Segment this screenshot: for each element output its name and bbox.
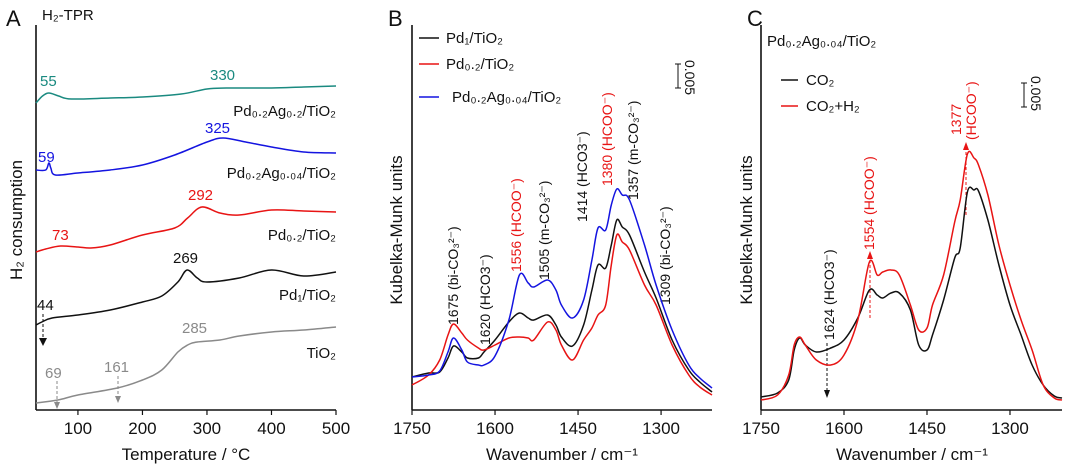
band-label: 1505 (m-CO₃²⁻) — [536, 181, 552, 280]
series-label: Pd₀.₂Ag₀.₀₄/TiO₂ — [227, 165, 336, 182]
peak-label: 285 — [182, 320, 207, 337]
panel-c-ylabel: Kubelka-Munk units — [737, 155, 756, 304]
arrow-head-icon — [115, 396, 121, 403]
series-label: Pd₀.₂Ag₀.₂/TiO₂ — [233, 103, 336, 120]
band-label: 1377 — [948, 104, 964, 135]
band-label: 1380 (HCOO⁻) — [599, 92, 615, 186]
peak-label: 59 — [38, 149, 55, 166]
panel-b: B Wavenumber / cm⁻¹ Kubelka-Munk units P… — [387, 6, 698, 464]
peak-label: 55 — [40, 73, 57, 90]
plot-layer: 100 200 300 400 500 1750 1600 1450 1300 1750 1600 1… — [35, 25, 1063, 438]
band-label: 1675 (bi-CO₃²⁻) — [445, 226, 461, 325]
arrow-head-icon — [867, 251, 873, 259]
band-arrows-c — [824, 142, 969, 398]
band-label: 1624 (HCO3⁻) — [821, 249, 837, 340]
peak-arrows — [39, 314, 121, 409]
band-label: 1414 (HCO3⁻) — [574, 131, 590, 222]
legend-c: CO₂ CO₂+H₂ — [781, 72, 860, 115]
arrow-head-icon — [824, 390, 830, 398]
series-label: TiO₂ — [307, 345, 337, 362]
x-tick-label: 200 — [128, 419, 156, 438]
band-labels-c: 1624 (HCO3⁻) 1554 (HCOO⁻) 1377 (HCOO⁻) — [821, 81, 979, 340]
series-line — [35, 137, 337, 176]
x-tick-label: 100 — [64, 419, 92, 438]
series-line — [35, 269, 337, 326]
legend-label: Pd₀.₂/TiO₂ — [446, 56, 514, 73]
panel-a-title: H₂-TPR — [42, 7, 94, 24]
panel-b-xlabel: Wavenumber / cm⁻¹ — [486, 445, 638, 464]
legend-label: CO₂ — [806, 72, 835, 89]
peak-label: 73 — [52, 227, 69, 244]
x-tick-label: 1300 — [991, 419, 1029, 438]
x-tick-label: 1600 — [825, 419, 863, 438]
arrow-head-icon — [54, 402, 60, 409]
series-line — [760, 186, 1063, 399]
x-tick-label: 1600 — [476, 419, 514, 438]
series-line — [411, 187, 713, 389]
legend-label: Pd₀.₂Ag₀.₀₄/TiO₂ — [452, 89, 561, 106]
scale-bar-label: 0.005 — [682, 60, 698, 95]
panel-label-a: A — [6, 6, 21, 31]
band-label: 1554 (HCOO⁻) — [861, 156, 877, 250]
x-tick-label: 500 — [322, 419, 350, 438]
arrow-head-icon — [39, 338, 47, 346]
scale-bar-label: 0.005 — [1028, 76, 1044, 111]
peak-label: 269 — [173, 250, 198, 267]
band-label: 1357 (m-CO₃²⁻) — [625, 101, 641, 200]
x-tick-label: 1450 — [908, 419, 946, 438]
arrow-head-icon — [963, 142, 969, 150]
scale-bar-c: 0.005 — [1021, 76, 1044, 111]
x-tick-label: 300 — [193, 419, 221, 438]
peak-label: 69 — [45, 365, 62, 382]
panel-a-ylabel: H₂ consumption — [7, 160, 26, 280]
x-tick-label: 1300 — [642, 419, 680, 438]
series-line — [760, 150, 1063, 401]
x-tick-label: 400 — [257, 419, 285, 438]
legend-label: CO₂+H₂ — [806, 98, 860, 115]
panel-label-c: C — [747, 6, 763, 31]
peak-label: 44 — [37, 297, 54, 314]
panel-label-b: B — [388, 6, 403, 31]
series-label: Pd₀.₂/TiO₂ — [268, 227, 336, 244]
series-line — [35, 206, 337, 253]
peak-label: 330 — [210, 67, 235, 84]
panel-a-xlabel: Temperature / °C — [122, 445, 251, 464]
series-label: Pd₁/TiO₂ — [279, 287, 336, 304]
band-label: 1620 (HCO3⁻) — [477, 254, 493, 345]
band-label: (HCOO⁻) — [963, 81, 979, 140]
series-line — [35, 326, 337, 404]
peak-label: 292 — [188, 187, 213, 204]
peak-label: 161 — [104, 359, 129, 376]
scale-bar-b: 0.005 — [675, 60, 698, 95]
panel-b-ylabel: Kubelka-Munk units — [387, 155, 406, 304]
x-tick-label: 1750 — [742, 419, 780, 438]
x-tick-label: 1750 — [393, 419, 431, 438]
peak-label: 325 — [205, 120, 230, 137]
band-labels-b: 1675 (bi-CO₃²⁻) 1620 (HCO3⁻) 1556 (HCOO⁻… — [445, 92, 673, 345]
panel-c-title: Pd₀.₂Ag₀.₀₄/TiO₂ — [767, 33, 876, 50]
panel-a: A H₂-TPR Temperature / °C H₂ consumption… — [6, 6, 336, 464]
panel-c-xlabel: Wavenumber / cm⁻¹ — [836, 445, 988, 464]
panel-c: C Pd₀.₂Ag₀.₀₄/TiO₂ Wavenumber / cm⁻¹ Kub… — [737, 6, 1044, 464]
series-line — [411, 233, 713, 396]
band-label: 1556 (HCOO⁻) — [508, 178, 524, 272]
legend-label: Pd₁/TiO₂ — [446, 30, 503, 47]
legend-b: Pd₁/TiO₂ Pd₀.₂/TiO₂ Pd₀.₂Ag₀.₀₄/TiO₂ — [419, 30, 561, 106]
x-tick-label: 1450 — [559, 419, 597, 438]
series-line — [35, 85, 337, 104]
band-label: 1309 (bi-CO₃²⁻) — [657, 206, 673, 305]
